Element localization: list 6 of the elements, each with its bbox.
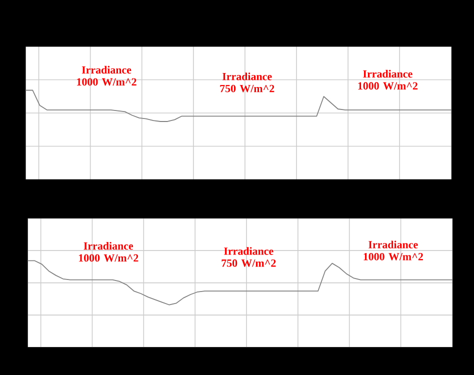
annotation: Irradiance 750 W/m^2 — [220, 72, 274, 92]
annotation: Irradiance 1000 W/m^2 — [78, 242, 138, 262]
text: Irradiance 1000 W/m^2 — [77, 66, 136, 86]
annotation: Irradiance 750 W/m^2 — [222, 247, 276, 267]
text: Irradiance 1000 W/m^2 — [364, 240, 423, 260]
text: Irradiance 1000 W/m^2 — [358, 70, 418, 90]
